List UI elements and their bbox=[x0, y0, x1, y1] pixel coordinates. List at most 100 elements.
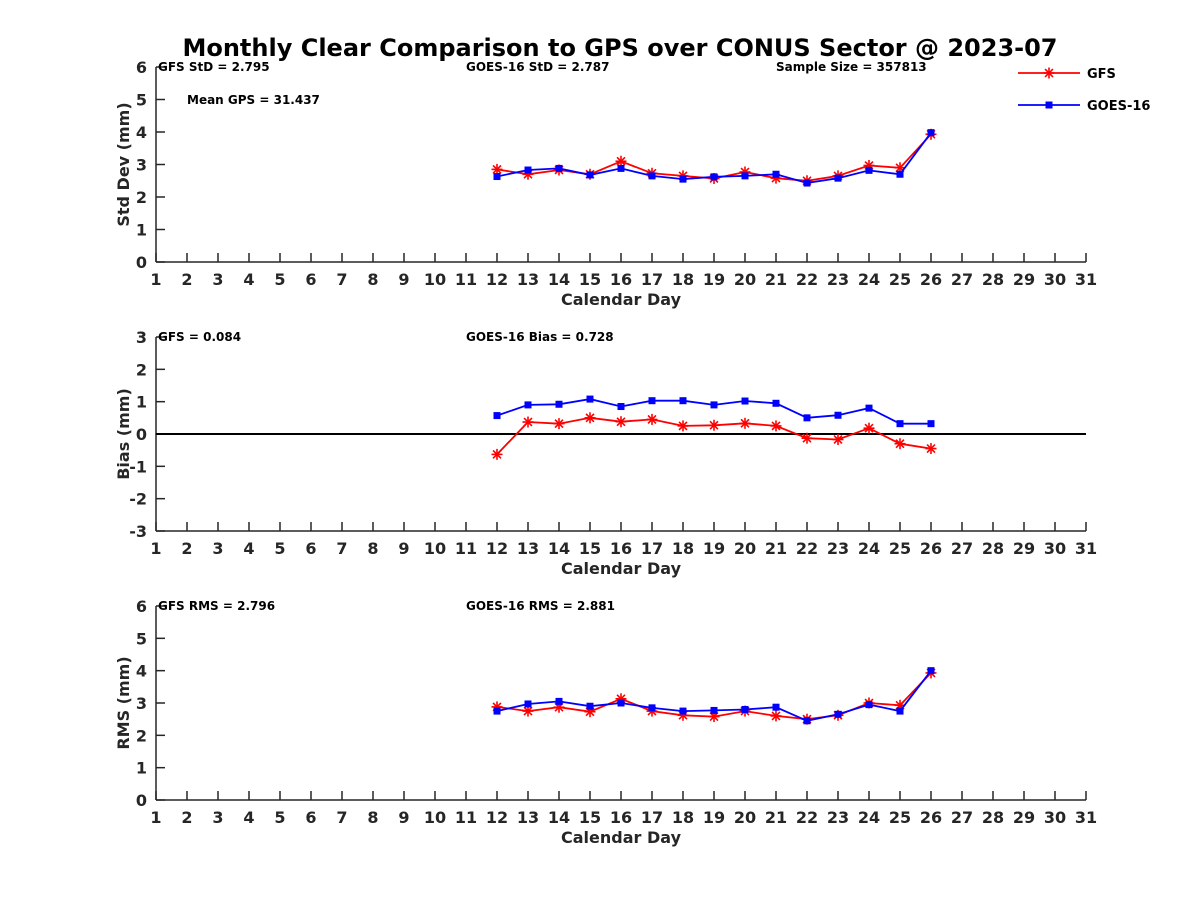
x-tick-label: 17 bbox=[641, 270, 663, 289]
x-tick-label: 20 bbox=[734, 808, 756, 827]
x-tick-label: 25 bbox=[889, 539, 911, 558]
y-tick-label: 4 bbox=[136, 662, 147, 681]
x-tick-label: 7 bbox=[336, 539, 347, 558]
x-tick-label: 27 bbox=[951, 539, 973, 558]
x-tick-label: 8 bbox=[367, 808, 378, 827]
x-tick-label: 12 bbox=[486, 270, 508, 289]
marker-stroke bbox=[523, 417, 533, 427]
x-tick-label: 31 bbox=[1075, 808, 1097, 827]
x-tick-label: 5 bbox=[274, 270, 285, 289]
x-tick-label: 9 bbox=[398, 808, 409, 827]
x-tick-label: 11 bbox=[455, 808, 477, 827]
data-point-goes-16 bbox=[741, 172, 749, 180]
x-tick-label: 24 bbox=[858, 270, 880, 289]
x-tick-label: 10 bbox=[424, 270, 446, 289]
x-tick-label: 13 bbox=[517, 539, 539, 558]
x-tick-label: 5 bbox=[274, 539, 285, 558]
data-point-goes-16 bbox=[586, 171, 594, 179]
data-point-goes-16 bbox=[710, 173, 718, 181]
x-tick-label: 7 bbox=[336, 270, 347, 289]
x-tick-label: 29 bbox=[1013, 539, 1035, 558]
marker-stroke bbox=[771, 711, 781, 721]
x-tick-label: 15 bbox=[579, 808, 601, 827]
panel-bias: 1 2 3 4 5 6 7 8 9 10 11 12 13 14 15 16 17 18 19 20 21 22 23 24 2… bbox=[114, 328, 1097, 578]
x-tick-label: 18 bbox=[672, 270, 694, 289]
legend: GFS GOES-16 bbox=[1018, 67, 1150, 114]
marker-stroke bbox=[771, 421, 781, 431]
y-tick-label: 1 bbox=[136, 759, 147, 778]
x-tick-label: 19 bbox=[703, 270, 725, 289]
x-tick-label: 18 bbox=[672, 808, 694, 827]
x-tick-label: 10 bbox=[424, 539, 446, 558]
data-point-gfs bbox=[708, 419, 720, 431]
data-point-gfs bbox=[646, 413, 658, 425]
y-tick-label: -2 bbox=[129, 490, 147, 509]
x-tick-label: 2 bbox=[181, 270, 192, 289]
x-tick-label: 6 bbox=[305, 539, 316, 558]
y-tick-label: 3 bbox=[136, 156, 147, 175]
x-tick-label: 23 bbox=[827, 808, 849, 827]
y-axis-label: RMS (mm) bbox=[114, 656, 133, 749]
marker-stroke bbox=[709, 712, 719, 722]
data-point-gfs bbox=[615, 155, 627, 167]
x-tick-label: 28 bbox=[982, 808, 1004, 827]
data-point-gfs bbox=[522, 705, 534, 717]
x-tick-label: 4 bbox=[243, 539, 254, 558]
x-tick-label: 8 bbox=[367, 539, 378, 558]
data-point-goes-16 bbox=[834, 411, 842, 419]
data-point-gfs bbox=[894, 438, 906, 450]
data-point-goes-16 bbox=[803, 179, 811, 187]
x-tick-label: 22 bbox=[796, 808, 818, 827]
data-point-gfs bbox=[770, 420, 782, 432]
x-tick-label: 24 bbox=[858, 808, 880, 827]
marker-stroke bbox=[492, 449, 502, 459]
marker-stroke bbox=[616, 417, 626, 427]
marker-stroke bbox=[895, 439, 905, 449]
data-point-goes-16 bbox=[648, 172, 656, 180]
data-point-goes-16 bbox=[555, 164, 563, 172]
marker-stroke bbox=[1044, 68, 1054, 78]
x-tick-label: 22 bbox=[796, 270, 818, 289]
x-tick-label: 21 bbox=[765, 539, 787, 558]
data-point-gfs bbox=[739, 417, 751, 429]
marker-stroke bbox=[554, 419, 564, 429]
data-point-goes-16 bbox=[648, 704, 656, 712]
data-point-goes-16 bbox=[803, 414, 811, 422]
x-tick-label: 11 bbox=[455, 270, 477, 289]
marker-stroke bbox=[709, 420, 719, 430]
x-tick-label: 16 bbox=[610, 808, 632, 827]
data-point-gfs bbox=[584, 412, 596, 424]
stat-annotation: GOES-16 StD = 2.787 bbox=[466, 60, 609, 74]
x-tick-label: 16 bbox=[610, 539, 632, 558]
marker-stroke bbox=[740, 418, 750, 428]
x-tick-label: 11 bbox=[455, 539, 477, 558]
data-point-gfs bbox=[491, 448, 503, 460]
x-tick-label: 26 bbox=[920, 808, 942, 827]
data-point-goes-16 bbox=[865, 701, 873, 709]
y-tick-label: 3 bbox=[136, 694, 147, 713]
marker-stroke bbox=[523, 706, 533, 716]
x-tick-label: 18 bbox=[672, 539, 694, 558]
marker-stroke bbox=[864, 423, 874, 433]
x-tick-label: 1 bbox=[150, 808, 161, 827]
stat-annotation: GFS StD = 2.795 bbox=[158, 60, 270, 74]
data-point-goes-16 bbox=[679, 397, 687, 405]
data-point-goes-16 bbox=[803, 717, 811, 725]
x-tick-label: 26 bbox=[920, 270, 942, 289]
data-point-goes-16 bbox=[741, 397, 749, 405]
data-point-goes-16 bbox=[927, 129, 935, 137]
x-tick-label: 19 bbox=[703, 808, 725, 827]
stat-annotation: GFS RMS = 2.796 bbox=[158, 599, 275, 613]
x-tick-label: 20 bbox=[734, 270, 756, 289]
x-tick-label: 23 bbox=[827, 270, 849, 289]
x-tick-label: 30 bbox=[1044, 270, 1066, 289]
x-tick-label: 13 bbox=[517, 808, 539, 827]
y-tick-label: 2 bbox=[136, 360, 147, 379]
x-tick-label: 4 bbox=[243, 270, 254, 289]
data-point-gfs bbox=[925, 443, 937, 455]
data-point-goes-16 bbox=[679, 707, 687, 715]
y-tick-label: 4 bbox=[136, 123, 147, 142]
data-point-goes-16 bbox=[493, 412, 501, 420]
stat-annotation: GOES-16 Bias = 0.728 bbox=[466, 330, 614, 344]
x-tick-label: 26 bbox=[920, 539, 942, 558]
